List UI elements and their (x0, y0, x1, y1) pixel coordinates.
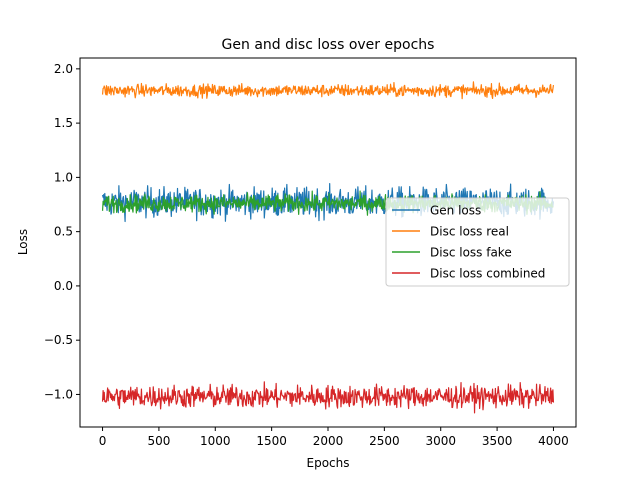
x-tick-label: 2500 (369, 434, 400, 448)
legend-box (385, 197, 570, 287)
y-axis-label: Loss (16, 229, 30, 255)
x-tick-label: 2000 (313, 434, 344, 448)
series-line-1 (101, 81, 555, 100)
x-tick-label: 1500 (256, 434, 287, 448)
y-tick-label: 0.5 (54, 225, 73, 239)
x-tick-label: 1000 (200, 434, 231, 448)
x-tick-label: 3500 (482, 434, 513, 448)
legend-label: Disc loss fake (430, 246, 512, 260)
legend: Gen loss Disc loss real Disc loss fake Disc… (385, 197, 570, 287)
x-tick-label: 3000 (425, 434, 456, 448)
x-axis-label: Epochs (307, 456, 350, 470)
y-tick-label: 1.5 (54, 116, 73, 130)
chart-title: Gen and disc loss over epochs (222, 37, 435, 53)
y-tick-label: 1.0 (54, 170, 73, 184)
x-tick-label: 500 (147, 434, 170, 448)
y-tick-label: 0.0 (54, 279, 73, 293)
x-tick-label: 0 (99, 434, 107, 448)
y-tick-label: −1.0 (44, 387, 73, 401)
legend-label: Gen loss (430, 204, 481, 218)
legend-label: Disc loss real (430, 225, 509, 239)
y-tick-label: 2.0 (54, 62, 73, 76)
y-axis: −1.0 −0.5 0.0 0.5 1.0 1.5 2.0 (44, 62, 80, 401)
series-line-3 (101, 381, 555, 414)
x-axis: 0 500 1000 1500 2000 2500 3000 3500 4000 (99, 427, 569, 448)
legend-label: Disc loss combined (430, 267, 545, 281)
x-tick-label: 4000 (538, 434, 569, 448)
y-tick-label: −0.5 (44, 333, 73, 347)
